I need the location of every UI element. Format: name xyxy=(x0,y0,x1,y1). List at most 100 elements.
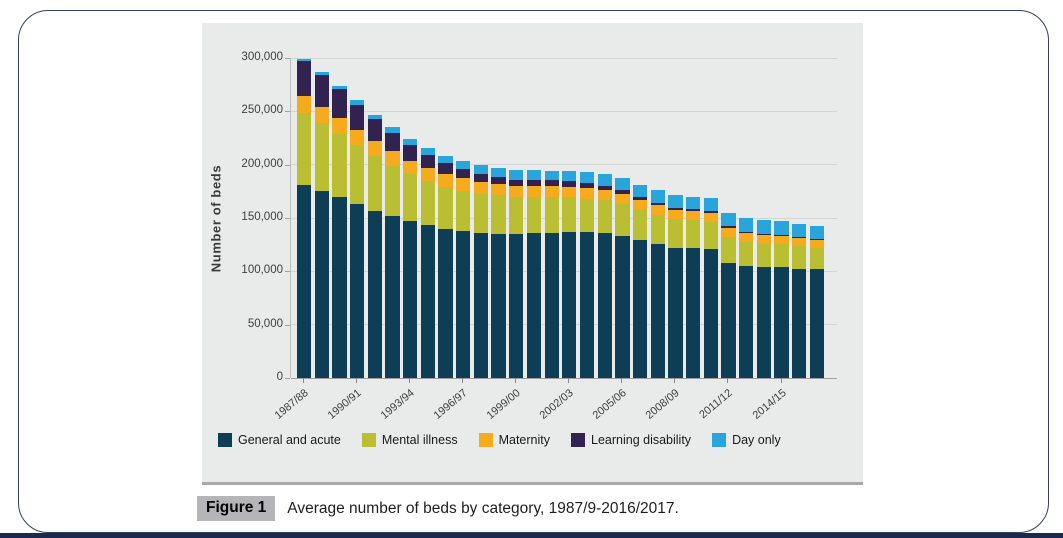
bar-segment-learning-disability xyxy=(367,119,383,142)
bar-segment-day-only xyxy=(792,223,807,238)
bar-1998-99 xyxy=(491,167,506,378)
bar-segment-day-only xyxy=(632,184,648,198)
bar-segment-maternity xyxy=(385,151,400,166)
bar-segment-general-and-acute xyxy=(367,211,383,378)
bar-segment-general-and-acute xyxy=(350,203,365,378)
bar-segment-general-and-acute xyxy=(438,228,453,378)
bar-segment-mental-illness xyxy=(314,123,329,192)
legend-item-mental-illness: Mental illness xyxy=(361,433,458,447)
bar-1988-89 xyxy=(314,72,329,378)
bar-segment-learning-disability xyxy=(297,61,312,96)
bar-segment-day-only xyxy=(615,178,630,191)
bar-segment-day-only xyxy=(703,198,718,212)
bar-1990-91 xyxy=(350,100,365,378)
bar-segment-maternity xyxy=(314,106,329,124)
bar-2011-12 xyxy=(721,212,736,378)
x-tick-mark xyxy=(356,378,358,383)
bar-segment-maternity xyxy=(615,194,630,204)
bar-segment-general-and-acute xyxy=(597,232,612,378)
bar-segment-mental-illness xyxy=(491,195,506,234)
y-tick-mark xyxy=(285,271,290,273)
bar-segment-general-and-acute xyxy=(526,233,542,378)
bar-1999-00 xyxy=(509,170,524,378)
x-tick-mark xyxy=(780,378,782,383)
bar-segment-mental-illness xyxy=(367,156,383,212)
legend-label: Learning disability xyxy=(591,433,692,447)
legend-item-learning-disability: Learning disability xyxy=(571,433,691,447)
gridline-200000 xyxy=(291,164,837,166)
bar-segment-general-and-acute xyxy=(615,235,630,378)
bar-segment-day-only xyxy=(579,172,595,184)
x-tick-mark xyxy=(621,378,623,383)
bar-segment-mental-illness xyxy=(809,248,825,270)
x-tick-mark xyxy=(674,378,676,383)
legend-label: Day only xyxy=(732,433,781,447)
bar-segment-general-and-acute xyxy=(685,247,701,378)
bar-segment-day-only xyxy=(526,170,542,180)
x-tick-mark xyxy=(568,378,570,383)
bar-segment-day-only xyxy=(544,170,559,181)
bar-2008-09 xyxy=(668,195,683,378)
bar-segment-maternity xyxy=(350,129,365,146)
bar-segment-day-only xyxy=(332,85,347,90)
bar-2007-08 xyxy=(650,190,665,378)
bar-segment-general-and-acute xyxy=(650,244,665,378)
bar-segment-mental-illness xyxy=(420,181,436,226)
bar-segment-day-only xyxy=(438,155,453,163)
bar-segment-maternity xyxy=(526,186,542,197)
bar-segment-general-and-acute xyxy=(632,240,648,378)
bar-segment-day-only xyxy=(597,173,612,186)
gridline-0 xyxy=(291,377,837,379)
bar-segment-maternity xyxy=(597,189,612,200)
bar-segment-mental-illness xyxy=(385,165,400,217)
y-tick-label: 200,000 xyxy=(241,157,283,170)
bar-segment-mental-illness xyxy=(438,187,453,229)
bar-segment-maternity xyxy=(297,96,312,114)
y-tick-label: 100,000 xyxy=(241,264,283,277)
bar-segment-general-and-acute xyxy=(703,248,718,378)
bar-2002-03 xyxy=(562,170,577,378)
bar-segment-learning-disability xyxy=(703,211,718,214)
bar-segment-mental-illness xyxy=(685,220,701,248)
legend-label: Mental illness xyxy=(381,433,458,447)
bar-segment-maternity xyxy=(509,186,524,198)
bar-segment-maternity xyxy=(473,182,489,195)
bar-segment-maternity xyxy=(774,235,789,245)
bar-segment-learning-disability xyxy=(774,234,789,236)
bar-segment-general-and-acute xyxy=(756,267,771,378)
bar-segment-mental-illness xyxy=(650,214,665,245)
x-tick-mark xyxy=(303,378,305,383)
bar-2000-01 xyxy=(526,170,542,378)
bar-2015-16 xyxy=(792,223,807,378)
bar-segment-maternity xyxy=(721,228,736,237)
y-tick-mark xyxy=(285,58,290,59)
bar-segment-general-and-acute xyxy=(297,185,312,378)
bar-segment-maternity xyxy=(438,174,453,188)
bar-segment-day-only xyxy=(685,196,701,210)
bar-2006-07 xyxy=(632,184,648,378)
legend-swatch-icon xyxy=(361,433,376,447)
bar-segment-general-and-acute xyxy=(385,216,400,378)
bar-segment-mental-illness xyxy=(703,221,718,249)
bar-segment-maternity xyxy=(456,178,471,191)
legend-item-day-only: Day only xyxy=(712,433,781,447)
bar-segment-maternity xyxy=(739,233,754,242)
legend-swatch-icon xyxy=(571,433,585,447)
bar-segment-learning-disability xyxy=(562,181,577,187)
bar-segment-day-only xyxy=(650,190,665,203)
bar-2012-13 xyxy=(739,217,754,378)
x-tick-mark xyxy=(515,378,517,383)
bar-segment-learning-disability xyxy=(650,202,665,206)
bar-segment-learning-disability xyxy=(403,144,418,161)
bar-1992-93 xyxy=(385,127,400,378)
bar-1997-98 xyxy=(473,165,489,378)
bar-segment-general-and-acute xyxy=(314,191,329,378)
bar-segment-general-and-acute xyxy=(739,266,754,378)
bar-segment-learning-disability xyxy=(544,180,559,187)
x-tick-mark xyxy=(727,378,729,383)
bar-segment-general-and-acute xyxy=(491,233,506,378)
y-tick-label: 250,000 xyxy=(241,104,283,117)
bar-segment-day-only xyxy=(367,114,383,120)
bar-segment-maternity xyxy=(544,186,559,198)
bar-segment-day-only xyxy=(385,127,400,133)
